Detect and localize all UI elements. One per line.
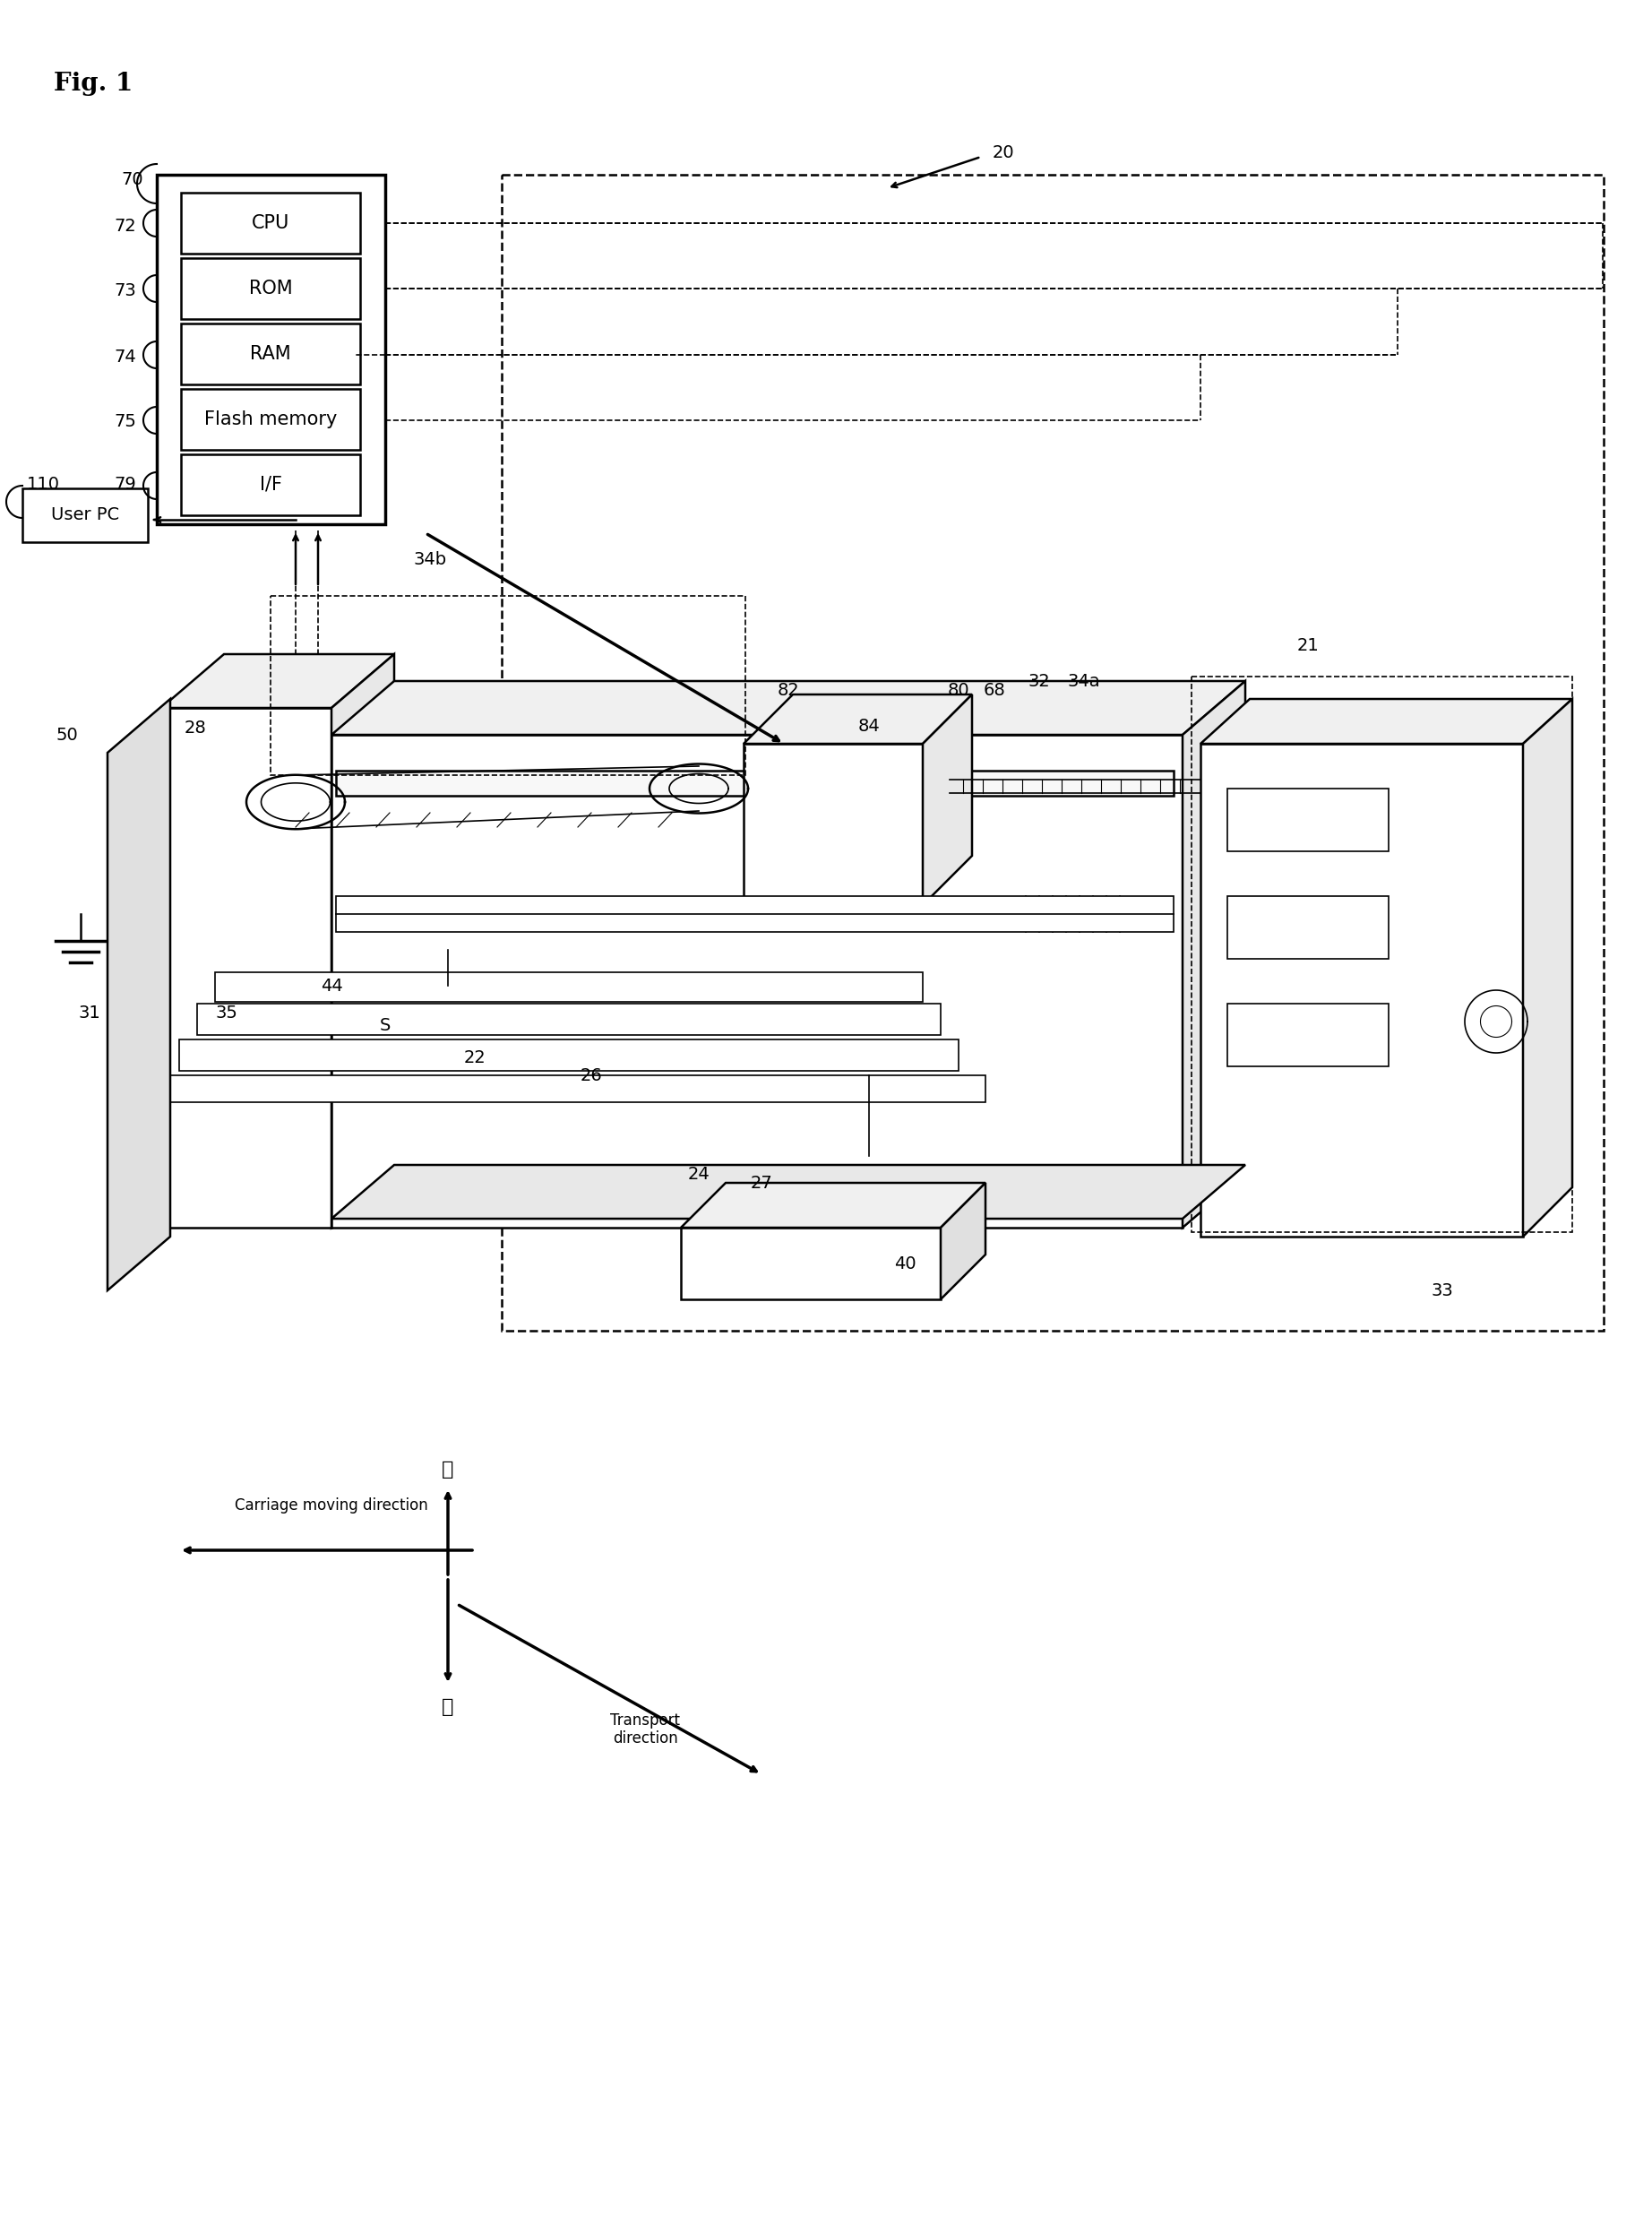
Text: Carriage moving direction: Carriage moving direction: [235, 1497, 428, 1513]
Bar: [157, 176, 385, 525]
Polygon shape: [197, 1003, 940, 1035]
Bar: [182, 258, 360, 318]
Polygon shape: [681, 1184, 986, 1228]
Text: 24: 24: [687, 1166, 710, 1181]
Bar: [1191, 676, 1573, 1233]
Polygon shape: [335, 897, 1173, 932]
Text: 33: 33: [1431, 1282, 1454, 1299]
Polygon shape: [107, 699, 170, 1290]
Polygon shape: [1523, 699, 1573, 1237]
Text: 21: 21: [1297, 636, 1318, 654]
Bar: [182, 194, 360, 254]
Text: RAM: RAM: [249, 345, 291, 363]
Text: User PC: User PC: [51, 507, 119, 523]
Text: 74: 74: [114, 347, 137, 365]
Bar: [182, 323, 360, 385]
Polygon shape: [681, 1228, 940, 1299]
Text: 68: 68: [983, 681, 1006, 699]
Bar: [1227, 897, 1389, 959]
Text: 28: 28: [185, 719, 206, 736]
Text: 下: 下: [443, 1698, 454, 1715]
Bar: [1227, 1003, 1389, 1066]
Text: 82: 82: [778, 681, 800, 699]
Text: 上: 上: [443, 1460, 454, 1480]
Polygon shape: [1201, 743, 1523, 1237]
Polygon shape: [940, 1184, 986, 1299]
Text: 75: 75: [114, 412, 137, 429]
Bar: [502, 176, 1604, 1331]
Polygon shape: [743, 694, 971, 743]
Polygon shape: [162, 708, 332, 1228]
Text: 34b: 34b: [413, 552, 446, 570]
Polygon shape: [332, 654, 395, 1228]
Bar: [23, 487, 147, 543]
Polygon shape: [923, 694, 971, 906]
Polygon shape: [332, 681, 1246, 734]
Text: 44: 44: [320, 977, 342, 995]
Text: S: S: [380, 1017, 392, 1035]
Text: Transport
direction: Transport direction: [610, 1711, 681, 1747]
Polygon shape: [332, 1166, 1246, 1219]
Polygon shape: [332, 734, 1183, 1228]
Text: 73: 73: [114, 283, 137, 300]
Text: Fig. 1: Fig. 1: [55, 71, 132, 96]
Text: 20: 20: [993, 145, 1014, 160]
Bar: [743, 743, 923, 906]
Polygon shape: [215, 972, 923, 1001]
Text: 22: 22: [464, 1048, 486, 1066]
Text: 110: 110: [26, 476, 59, 492]
Text: 35: 35: [215, 1003, 238, 1021]
Polygon shape: [162, 654, 395, 708]
Text: 72: 72: [114, 218, 137, 234]
Text: 70: 70: [122, 171, 144, 187]
Text: 79: 79: [114, 476, 137, 492]
Text: Flash memory: Flash memory: [205, 409, 337, 429]
Polygon shape: [162, 1075, 986, 1101]
Text: 32: 32: [1028, 672, 1051, 690]
Text: ROM: ROM: [249, 280, 292, 298]
Bar: [182, 389, 360, 449]
Bar: [1227, 788, 1389, 852]
Text: 50: 50: [56, 725, 78, 743]
Polygon shape: [178, 1039, 958, 1070]
Text: 27: 27: [750, 1175, 773, 1190]
Text: 26: 26: [580, 1066, 603, 1084]
Polygon shape: [1183, 681, 1246, 1228]
Bar: [271, 596, 745, 774]
Text: I/F: I/F: [259, 476, 282, 494]
Text: 31: 31: [79, 1003, 101, 1021]
Text: 84: 84: [857, 716, 881, 734]
Text: 80: 80: [948, 681, 970, 699]
Polygon shape: [1201, 699, 1573, 743]
Text: 40: 40: [894, 1255, 915, 1273]
Text: CPU: CPU: [251, 214, 289, 231]
Bar: [335, 770, 1173, 797]
Bar: [182, 454, 360, 516]
Text: 34a: 34a: [1067, 672, 1100, 690]
